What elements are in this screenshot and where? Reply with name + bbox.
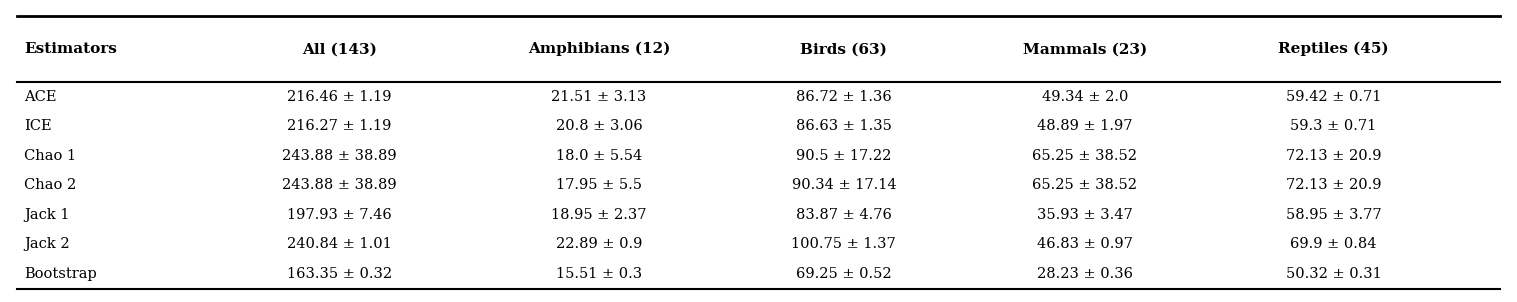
Text: 18.0 ± 5.54: 18.0 ± 5.54 — [555, 149, 642, 163]
Text: 49.34 ± 2.0: 49.34 ± 2.0 — [1042, 90, 1129, 104]
Text: 90.34 ± 17.14: 90.34 ± 17.14 — [792, 178, 897, 192]
Text: 243.88 ± 38.89: 243.88 ± 38.89 — [282, 149, 396, 163]
Text: 28.23 ± 0.36: 28.23 ± 0.36 — [1038, 267, 1133, 281]
Text: All (143): All (143) — [302, 42, 376, 56]
Text: 18.95 ± 2.37: 18.95 ± 2.37 — [551, 208, 646, 222]
Text: 21.51 ± 3.13: 21.51 ± 3.13 — [551, 90, 646, 104]
Text: 59.42 ± 0.71: 59.42 ± 0.71 — [1286, 90, 1380, 104]
Text: 69.25 ± 0.52: 69.25 ± 0.52 — [796, 267, 892, 281]
Text: 65.25 ± 38.52: 65.25 ± 38.52 — [1033, 149, 1138, 163]
Text: Chao 2: Chao 2 — [24, 178, 76, 192]
Text: Bootstrap: Bootstrap — [24, 267, 97, 281]
Text: 50.32 ± 0.31: 50.32 ± 0.31 — [1285, 267, 1382, 281]
Text: 15.51 ± 0.3: 15.51 ± 0.3 — [555, 267, 642, 281]
Text: 20.8 ± 3.06: 20.8 ± 3.06 — [555, 119, 642, 133]
Text: Birds (63): Birds (63) — [801, 42, 887, 56]
Text: 86.63 ± 1.35: 86.63 ± 1.35 — [796, 119, 892, 133]
Text: Reptiles (45): Reptiles (45) — [1279, 42, 1390, 56]
Text: 46.83 ± 0.97: 46.83 ± 0.97 — [1038, 237, 1133, 251]
Text: 72.13 ± 20.9: 72.13 ± 20.9 — [1286, 149, 1382, 163]
Text: 58.95 ± 3.77: 58.95 ± 3.77 — [1286, 208, 1382, 222]
Text: 243.88 ± 38.89: 243.88 ± 38.89 — [282, 178, 396, 192]
Text: 83.87 ± 4.76: 83.87 ± 4.76 — [796, 208, 892, 222]
Text: 59.3 ± 0.71: 59.3 ± 0.71 — [1291, 119, 1376, 133]
Text: 216.46 ± 1.19: 216.46 ± 1.19 — [287, 90, 391, 104]
Text: 69.9 ± 0.84: 69.9 ± 0.84 — [1291, 237, 1377, 251]
Text: Jack 2: Jack 2 — [24, 237, 70, 251]
Text: 240.84 ± 1.01: 240.84 ± 1.01 — [287, 237, 391, 251]
Text: 22.89 ± 0.9: 22.89 ± 0.9 — [555, 237, 642, 251]
Text: 65.25 ± 38.52: 65.25 ± 38.52 — [1033, 178, 1138, 192]
Text: ICE: ICE — [24, 119, 52, 133]
Text: ACE: ACE — [24, 90, 56, 104]
Text: Jack 1: Jack 1 — [24, 208, 70, 222]
Text: 35.93 ± 3.47: 35.93 ± 3.47 — [1038, 208, 1133, 222]
Text: 90.5 ± 17.22: 90.5 ± 17.22 — [796, 149, 892, 163]
Text: 48.89 ± 1.97: 48.89 ± 1.97 — [1038, 119, 1133, 133]
Text: Chao 1: Chao 1 — [24, 149, 76, 163]
Text: 100.75 ± 1.37: 100.75 ± 1.37 — [792, 237, 897, 251]
Text: Mammals (23): Mammals (23) — [1022, 42, 1147, 56]
Text: 86.72 ± 1.36: 86.72 ± 1.36 — [796, 90, 892, 104]
Text: 72.13 ± 20.9: 72.13 ± 20.9 — [1286, 178, 1382, 192]
Text: 197.93 ± 7.46: 197.93 ± 7.46 — [287, 208, 391, 222]
Text: 17.95 ± 5.5: 17.95 ± 5.5 — [555, 178, 642, 192]
Text: 163.35 ± 0.32: 163.35 ± 0.32 — [287, 267, 391, 281]
Text: Amphibians (12): Amphibians (12) — [528, 42, 671, 56]
Text: Estimators: Estimators — [24, 42, 117, 56]
Text: 216.27 ± 1.19: 216.27 ± 1.19 — [287, 119, 391, 133]
